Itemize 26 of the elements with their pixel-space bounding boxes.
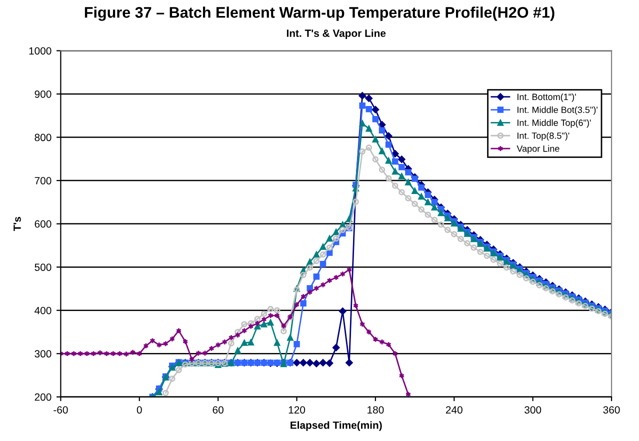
y-axis-title: T's [14,216,21,232]
x-tick-label: -60 [54,406,68,414]
y-tick-label: 800 [34,134,52,142]
x-tick-label: 180 [368,406,384,414]
x-tick-label: 240 [446,406,462,414]
legend-label: Int. Middle Bot(3.5")' [518,106,598,115]
x-tick-label: 360 [603,406,620,414]
y-tick-label: 300 [34,350,52,358]
x-tick-label: 0 [136,406,142,414]
legend-label: Int. Bottom(1")' [518,93,576,102]
y-tick-label: 400 [34,306,52,314]
x-tick-label: 300 [524,406,542,414]
y-tick-label: 200 [34,393,52,401]
y-tick-label: 500 [34,264,52,271]
y-tick-label: 1000 [29,47,52,55]
y-tick-label: 900 [34,90,52,98]
y-tick-label: 700 [34,177,52,184]
chart-subtitle: Int. T's & Vapor Line [286,29,386,39]
legend-label: Int. Top(8.5")' [518,132,570,141]
legend-label: Vapor Line [516,145,560,154]
chart-title: Figure 37 – Batch Element Warm-up Temperature Profile(H2O #1) [84,6,554,21]
legend-label: Int. Middle Top(6")' [518,119,591,128]
x-axis-title: Elapsed Time(min) [290,421,382,431]
x-tick-label: 60 [212,406,224,414]
y-tick-label: 600 [34,220,52,228]
x-tick-label: 120 [288,406,306,414]
